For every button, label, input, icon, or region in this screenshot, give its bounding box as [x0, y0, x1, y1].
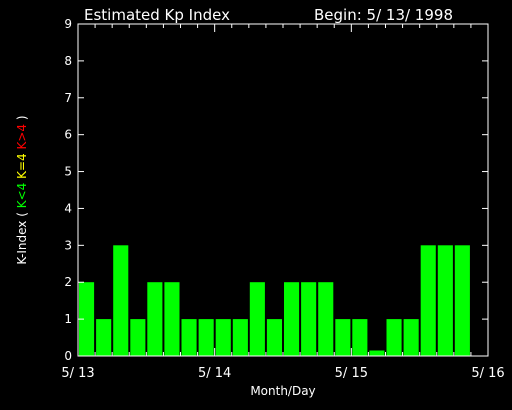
bar	[386, 319, 402, 356]
bar	[437, 245, 453, 356]
begin-date-label: Begin: 5/ 13/ 1998	[314, 6, 453, 24]
y-tick-label: 5	[64, 165, 72, 179]
bar	[266, 319, 282, 356]
bar	[130, 319, 146, 356]
y-label-part: K<4	[15, 183, 29, 209]
bar	[164, 282, 180, 356]
y-tick-label: 6	[64, 128, 72, 142]
y-tick-label: 0	[64, 349, 72, 363]
y-tick-label: 7	[64, 91, 72, 105]
chart-title: Estimated Kp Index	[84, 6, 230, 24]
bar	[352, 319, 368, 356]
bar	[113, 245, 129, 356]
bar	[335, 319, 351, 356]
x-axis-label: Month/Day	[250, 384, 315, 398]
x-tick-label: 5/ 15	[335, 366, 368, 381]
bar	[198, 319, 214, 356]
y-label-part: K>4	[15, 124, 29, 150]
bar	[454, 245, 470, 356]
y-label-part: )	[15, 115, 29, 124]
y-tick-label: 4	[64, 201, 72, 215]
y-label-part: K=4	[15, 153, 29, 179]
bar	[369, 350, 385, 356]
y-tick-label: 2	[64, 275, 72, 289]
bar	[403, 319, 419, 356]
bar	[96, 319, 112, 356]
y-tick-label: 1	[64, 312, 72, 326]
bar	[147, 282, 163, 356]
bar	[420, 245, 436, 356]
bar	[318, 282, 334, 356]
y-tick-label: 9	[64, 17, 72, 31]
bars-group	[79, 245, 470, 356]
bar	[232, 319, 248, 356]
y-tick-label: 3	[64, 238, 72, 252]
bar	[301, 282, 317, 356]
y-label-part: K-Index (	[15, 208, 29, 264]
bar	[284, 282, 300, 356]
bar	[181, 319, 197, 356]
y-axis-label: K-Index ( K<4 K=4 K>4 )	[15, 115, 29, 264]
y-tick-label: 8	[64, 54, 72, 68]
x-tick-label: 5/ 13	[61, 366, 94, 381]
x-tick-label: 5/ 14	[198, 366, 231, 381]
axes-group: 0 1 2 3 4 5 6 7 8 9 5/ 13 5/ 14 5/ 15 5/ 16	[61, 17, 504, 381]
bar	[249, 282, 265, 356]
bar	[215, 319, 231, 356]
bar	[79, 282, 95, 356]
x-tick-label: 5/ 16	[471, 366, 504, 381]
